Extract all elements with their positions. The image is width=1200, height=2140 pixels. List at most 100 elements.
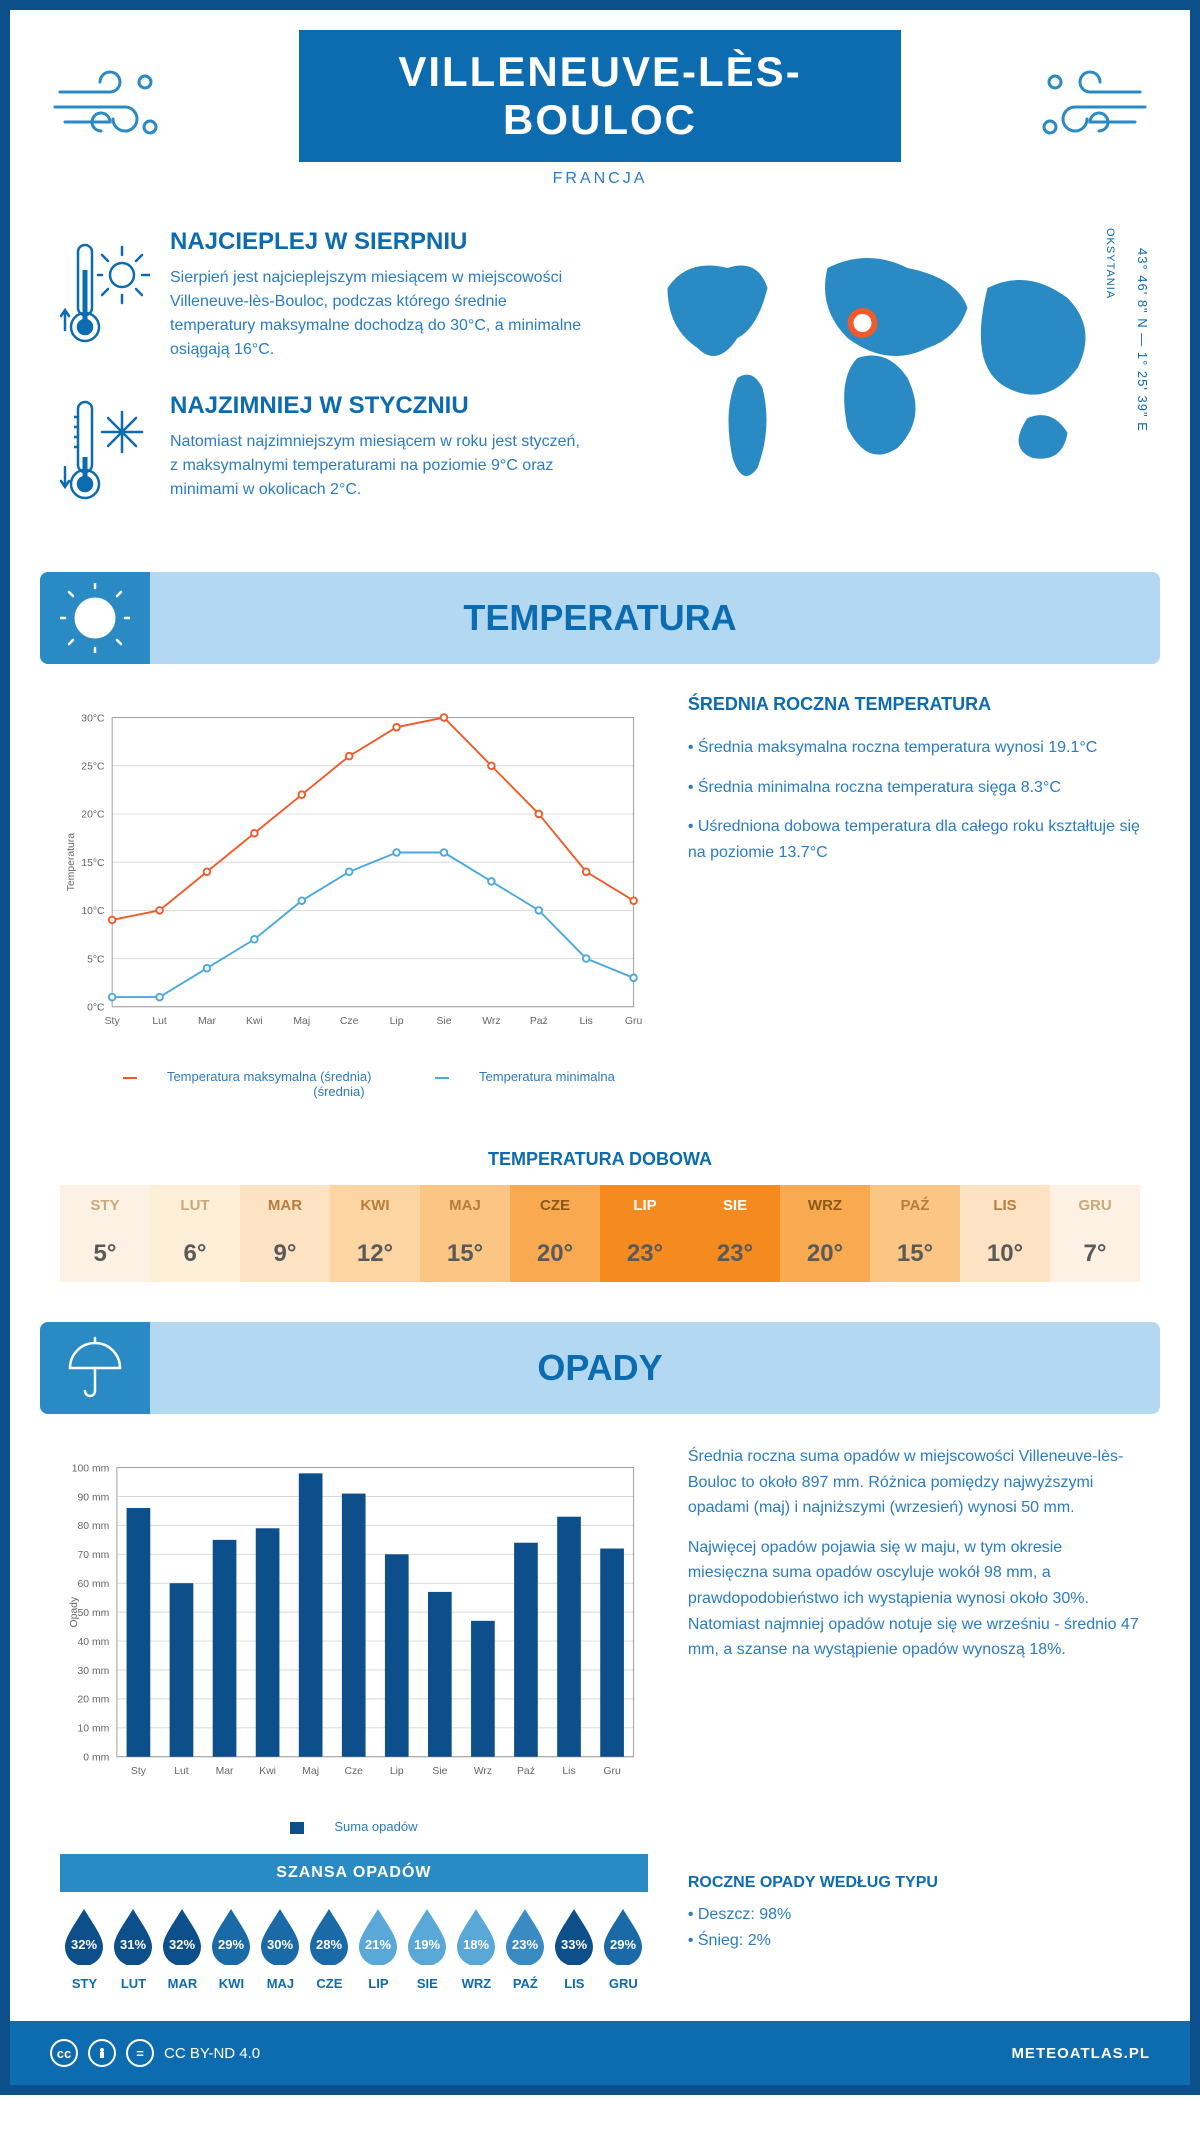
- drop-col: 29% KWI: [207, 1907, 256, 1991]
- temp-summary-1: • Średnia maksymalna roczna temperatura …: [688, 735, 1140, 761]
- svg-text:25°C: 25°C: [81, 762, 105, 773]
- precip-type-title: ROCZNE OPADY WEDŁUG TYPU: [688, 1874, 1140, 1892]
- svg-text:20 mm: 20 mm: [77, 1695, 109, 1706]
- svg-text:Lut: Lut: [152, 1016, 167, 1027]
- daily-col: GRU 7°: [1050, 1185, 1140, 1282]
- svg-text:Sty: Sty: [131, 1766, 147, 1777]
- svg-text:Paź: Paź: [517, 1766, 535, 1777]
- temperature-line-chart: 0°C5°C10°C15°C20°C25°C30°CStyLutMarKwiMa…: [60, 694, 648, 1099]
- precip-para-1: Średnia roczna suma opadów w miejscowośc…: [688, 1444, 1140, 1521]
- precip-rain: • Deszcz: 98%: [688, 1902, 1140, 1928]
- page-title: VILLENEUVE-LÈS-BOULOC: [299, 30, 901, 162]
- svg-text:10 mm: 10 mm: [77, 1724, 109, 1735]
- section-temperature: TEMPERATURA: [40, 572, 1160, 664]
- temp-summary-3: • Uśredniona dobowa temperatura dla całe…: [688, 814, 1140, 865]
- svg-text:30 mm: 30 mm: [77, 1666, 109, 1677]
- wind-icon-left: [50, 62, 170, 157]
- svg-text:31%: 31%: [120, 1937, 146, 1952]
- svg-text:Sty: Sty: [105, 1016, 121, 1027]
- svg-text:Gru: Gru: [625, 1016, 643, 1027]
- drop-col: 31% LUT: [109, 1907, 158, 1991]
- drop-col: 29% GRU: [599, 1907, 648, 1991]
- drop-col: 32% STY: [60, 1907, 109, 1991]
- svg-text:0 mm: 0 mm: [83, 1753, 109, 1764]
- svg-text:Gru: Gru: [603, 1766, 621, 1777]
- drop-col: 23% PAŹ: [501, 1907, 550, 1991]
- wind-icon-right: [1030, 62, 1150, 157]
- temp-summary-2: • Średnia minimalna roczna temperatura s…: [688, 775, 1140, 801]
- svg-text:Lip: Lip: [390, 1766, 404, 1777]
- country-subtitle: FRANCJA: [170, 170, 1030, 188]
- precip-chance-drops: 32% STY 31% LUT 32% MAR 29% KWI: [60, 1907, 648, 1991]
- svg-text:15°C: 15°C: [81, 858, 105, 869]
- section-precip-label: OPADY: [537, 1347, 662, 1388]
- svg-text:21%: 21%: [365, 1937, 391, 1952]
- daily-col: MAJ 15°: [420, 1185, 510, 1282]
- svg-text:5°C: 5°C: [87, 954, 105, 965]
- daily-col: KWI 12°: [330, 1185, 420, 1282]
- svg-text:Mar: Mar: [198, 1016, 216, 1027]
- title-block: VILLENEUVE-LÈS-BOULOC FRANCJA: [170, 30, 1030, 188]
- svg-text:Mar: Mar: [216, 1766, 234, 1777]
- svg-text:Wrz: Wrz: [474, 1766, 492, 1777]
- svg-text:90 mm: 90 mm: [77, 1492, 109, 1503]
- daily-col: WRZ 20°: [780, 1185, 870, 1282]
- drop-col: 30% MAJ: [256, 1907, 305, 1991]
- daily-col: CZE 20°: [510, 1185, 600, 1282]
- svg-text:Sie: Sie: [436, 1016, 451, 1027]
- infographic-frame: VILLENEUVE-LÈS-BOULOC FRANCJA: [0, 0, 1200, 2095]
- svg-text:Temperatura: Temperatura: [66, 833, 77, 892]
- region-label: OKSYTANIA: [1104, 228, 1116, 299]
- temp-summary-title: ŚREDNIA ROCZNA TEMPERATURA: [688, 694, 1140, 715]
- sun-icon: [40, 572, 150, 664]
- svg-text:33%: 33%: [561, 1937, 587, 1952]
- section-temp-label: TEMPERATURA: [463, 597, 736, 638]
- svg-text:60 mm: 60 mm: [77, 1579, 109, 1590]
- svg-text:32%: 32%: [169, 1937, 195, 1952]
- thermometer-snow-icon: [60, 392, 150, 512]
- svg-text:100 mm: 100 mm: [72, 1463, 110, 1474]
- coldest-title: NAJZIMNIEJ W STYCZNIU: [170, 392, 585, 420]
- daily-col: SIE 23°: [690, 1185, 780, 1282]
- svg-text:23%: 23%: [512, 1937, 538, 1952]
- svg-text:Wrz: Wrz: [482, 1016, 500, 1027]
- by-icon: [88, 2039, 116, 2067]
- daily-col: LUT 6°: [150, 1185, 240, 1282]
- drop-col: 19% SIE: [403, 1907, 452, 1991]
- svg-text:Cze: Cze: [344, 1766, 363, 1777]
- coldest-block: NAJZIMNIEJ W STYCZNIU Natomiast najzimni…: [60, 392, 585, 512]
- world-map: 43° 46' 8" N — 1° 25' 39" E OKSYTANIA: [615, 228, 1140, 508]
- svg-text:Sie: Sie: [432, 1766, 447, 1777]
- svg-text:Opady: Opady: [69, 1596, 80, 1627]
- svg-text:Cze: Cze: [340, 1016, 359, 1027]
- section-precip: OPADY: [40, 1322, 1160, 1414]
- precip-snow: • Śnieg: 2%: [688, 1928, 1140, 1954]
- svg-text:Lut: Lut: [174, 1766, 189, 1777]
- precip-legend: Suma opadów: [60, 1819, 648, 1834]
- license-block: cc = CC BY-ND 4.0: [50, 2039, 260, 2067]
- nd-icon: =: [126, 2039, 154, 2067]
- svg-text:Lis: Lis: [562, 1766, 575, 1777]
- svg-text:10°C: 10°C: [81, 906, 105, 917]
- footer: cc = CC BY-ND 4.0 METEOATLAS.PL: [10, 2021, 1190, 2085]
- svg-text:30%: 30%: [267, 1937, 293, 1952]
- svg-text:Maj: Maj: [293, 1016, 310, 1027]
- temp-legend: Temperatura maksymalna (średnia) Tempera…: [60, 1069, 648, 1099]
- svg-text:50 mm: 50 mm: [77, 1608, 109, 1619]
- svg-text:40 mm: 40 mm: [77, 1637, 109, 1648]
- daily-col: STY 5°: [60, 1185, 150, 1282]
- svg-text:19%: 19%: [414, 1937, 440, 1952]
- daily-col: PAŹ 15°: [870, 1185, 960, 1282]
- coldest-text: Natomiast najzimniejszym miesiącem w rok…: [170, 430, 585, 502]
- svg-text:20°C: 20°C: [81, 810, 105, 821]
- daily-temp-title: TEMPERATURA DOBOWA: [10, 1149, 1190, 1170]
- svg-text:29%: 29%: [218, 1937, 244, 1952]
- brand-text: METEOATLAS.PL: [1011, 2045, 1150, 2062]
- daily-col: LIP 23°: [600, 1185, 690, 1282]
- precip-bar-chart: 0 mm10 mm20 mm30 mm40 mm50 mm60 mm70 mm8…: [60, 1444, 648, 1834]
- svg-text:18%: 18%: [463, 1937, 489, 1952]
- intro-section: NAJCIEPLEJ W SIERPNIU Sierpień jest najc…: [10, 198, 1190, 562]
- drop-col: 21% LIP: [354, 1907, 403, 1991]
- drop-col: 33% LIS: [550, 1907, 599, 1991]
- cc-icon: cc: [50, 2039, 78, 2067]
